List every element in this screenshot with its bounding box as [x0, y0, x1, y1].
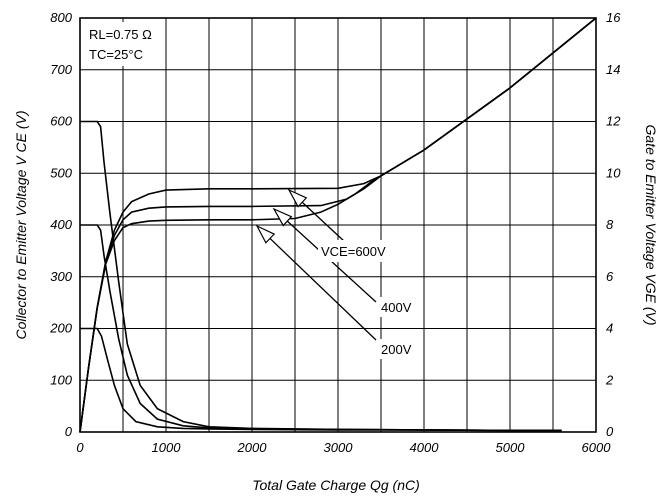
y-left-tick-label: 0: [65, 424, 73, 439]
series-line-vge-vce-200v: [79, 17, 597, 433]
annotation-600-bg: [318, 240, 422, 262]
y-right-tick-label: 12: [606, 114, 621, 129]
y-right-tick-label: 6: [606, 269, 614, 284]
x-axis-title: Total Gate Charge Qg (nC): [252, 477, 420, 493]
x-tick-label: 5000: [496, 440, 526, 455]
tick-labels: 0 1000 2000 3000 4000 5000 6000010020030040050…: [49, 10, 621, 455]
y-right-tick-label: 14: [606, 62, 620, 77]
conditions-box: [84, 22, 160, 66]
x-tick-label: 6000: [582, 440, 612, 455]
arrow-vce-600: [287, 188, 346, 243]
y-right-tick-label: 4: [606, 321, 613, 336]
series-line-200v: [80, 327, 562, 432]
y-left-tick-label: 700: [50, 62, 72, 77]
annotation-400: 400V: [381, 300, 412, 315]
y-right-tick-label: 10: [606, 165, 621, 180]
y-left-tick-label: 500: [50, 165, 72, 180]
y-left-tick-label: 800: [50, 10, 72, 25]
x-tick-label: 3000: [324, 440, 354, 455]
series-line-vce-600v: [80, 120, 562, 432]
y-right-tick-label: 16: [606, 10, 621, 25]
x-tick-label: 4000: [410, 440, 440, 455]
series-curves: [79, 17, 597, 433]
y-right-axis-title: Gate to Emitter Voltage VGE (V): [643, 124, 659, 325]
y-left-tick-label: 100: [50, 372, 72, 387]
arrow-head: [272, 207, 293, 227]
y-left-tick-label: 300: [50, 269, 72, 284]
y-right-tick-label: 0: [606, 424, 614, 439]
y-left-tick-label: 200: [49, 321, 72, 336]
x-tick-label: 1000: [152, 440, 182, 455]
x-tick-label: 2000: [237, 440, 268, 455]
y-right-tick-label: 2: [605, 372, 614, 387]
arrow-head: [287, 188, 308, 208]
grid: [80, 18, 596, 432]
arrow-vce-200: [255, 224, 377, 341]
arrow-shaft: [269, 237, 377, 341]
annotation-400-bg: [378, 297, 414, 317]
y-left-tick-label: 400: [50, 217, 72, 232]
arrow-shaft: [301, 201, 346, 243]
x-tick-label: 0: [76, 440, 84, 455]
annotation-200-bg: [378, 339, 414, 359]
condition-tc: TC=25°C: [89, 47, 143, 62]
y-left-tick-label: 600: [50, 114, 72, 129]
arrow-head: [255, 224, 276, 244]
condition-rl: RL=0.75 Ω: [89, 27, 152, 42]
annotation-vce-600: VCE=600V: [321, 244, 386, 259]
y-right-tick-label: 8: [606, 217, 614, 232]
y-left-axis-title: Collector to Emitter Voltage V CE (V): [13, 110, 29, 339]
annotation-200: 200V: [381, 342, 412, 357]
